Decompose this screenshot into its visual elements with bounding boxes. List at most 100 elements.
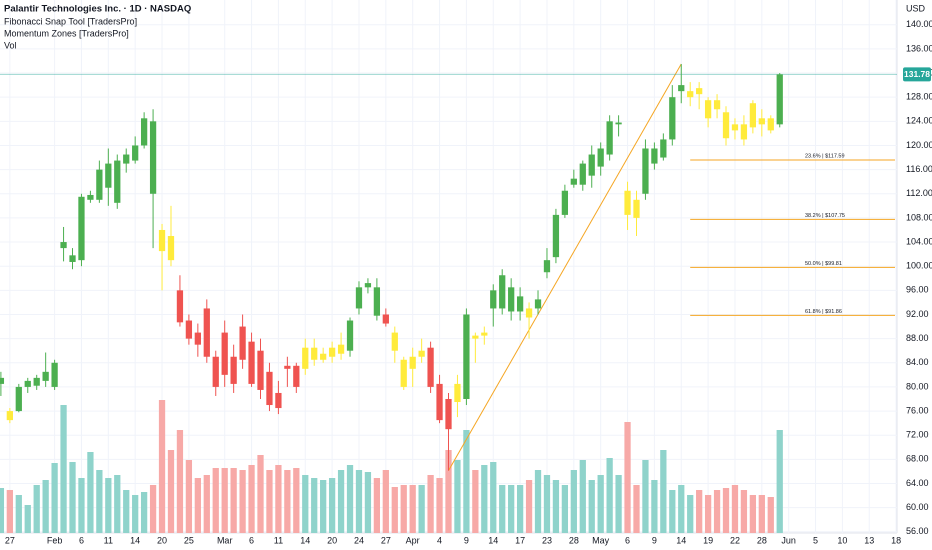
volume-bar (409, 485, 416, 533)
volume-bar (239, 470, 246, 533)
volume-bar (678, 485, 685, 533)
candle-body (221, 332, 228, 375)
candle-body (6, 411, 13, 421)
candle-body (284, 365, 291, 369)
candle-body (248, 341, 255, 384)
candle-body (203, 308, 210, 357)
candle-body (400, 359, 407, 387)
volume-bar (257, 455, 264, 533)
candle-body (167, 236, 175, 261)
volume-bar (767, 497, 774, 533)
volume-bar (534, 470, 542, 533)
x-tick-label: May (592, 535, 610, 545)
x-tick-label: 18 (891, 535, 901, 545)
candle-body (499, 275, 506, 309)
candle-body (436, 383, 443, 421)
candle-body (624, 190, 631, 215)
volume-bar (490, 462, 497, 533)
fib-level-label: 38.2% | $107.75 (805, 213, 845, 219)
volume-bar (221, 468, 228, 533)
volume-bar (373, 478, 381, 533)
candle-body (194, 332, 201, 345)
candle-body (257, 350, 264, 390)
volume-bar (60, 405, 67, 533)
x-tick-label: 22 (730, 535, 740, 545)
candle-body (320, 353, 327, 360)
x-tick-label: 19 (703, 535, 713, 545)
volume-bar (731, 485, 739, 533)
y-tick-label: 56.00 (906, 526, 929, 536)
candle-body (427, 347, 434, 387)
volume-bar (123, 490, 130, 533)
grid-layer (0, 0, 897, 533)
x-tick-label: 14 (300, 535, 310, 545)
candle-body (516, 296, 524, 312)
volume-bar (660, 450, 667, 533)
indicator-label: Momentum Zones [TradersPro] (4, 28, 129, 38)
y-tick-label: 76.00 (906, 405, 929, 415)
candle-body (552, 214, 560, 258)
candle-body (525, 308, 533, 318)
y-tick-label: 108.00 (906, 212, 932, 222)
volume-bar (740, 490, 748, 533)
fib-level-label: 61.8% | $91.86 (805, 309, 842, 315)
candle-body (579, 163, 586, 185)
volume-bar (194, 478, 201, 533)
candle-body (140, 118, 148, 146)
volume-bar (391, 487, 398, 533)
volume-bar (275, 465, 282, 533)
volume-bar (481, 465, 488, 533)
volume-bar (543, 475, 551, 533)
y-tick-label: 60.00 (906, 502, 929, 512)
volume-bar (633, 485, 640, 533)
volume-bar (454, 460, 461, 533)
candle-body (266, 371, 273, 406)
volume-bar (6, 490, 13, 533)
x-tick-label: Mar (217, 535, 233, 545)
volume-bar (149, 485, 157, 533)
candle-body (418, 350, 425, 357)
y-tick-label: 80.00 (906, 381, 929, 391)
indicator-label: Vol (4, 40, 17, 50)
volume-bar (33, 485, 40, 533)
x-tick-label: Apr (406, 535, 420, 545)
candle-body (454, 383, 461, 403)
x-tick-label: 23 (542, 535, 552, 545)
volume-bar (445, 450, 452, 533)
y-tick-label: 112.00 (906, 188, 932, 198)
candle-body (740, 124, 748, 140)
candle-body (78, 196, 85, 261)
volume-bar (320, 480, 327, 533)
candle-body (51, 362, 58, 387)
volume-bar (284, 470, 291, 533)
x-tick-label: 14 (676, 535, 686, 545)
candle-body (0, 377, 5, 384)
candle-body (561, 190, 569, 215)
volume-bar (436, 478, 443, 533)
candle-body (15, 386, 22, 412)
y-tick-label: 84.00 (906, 357, 929, 367)
candle-body (87, 194, 94, 200)
y-tick-label: 72.00 (906, 430, 929, 440)
volume-bar (337, 470, 345, 533)
x-tick-label: Jun (781, 535, 796, 545)
candle-body (373, 287, 381, 316)
fibonacci-layer: 23.6% | $117.59 38.2% | $107.75 50.0% | $9… (0, 63, 897, 471)
volume-bar (749, 495, 757, 533)
volume-bar (687, 495, 694, 533)
volume-bar (311, 478, 318, 533)
x-tick-label: 14 (488, 535, 498, 545)
volume-bar (570, 470, 577, 533)
volume-bar (704, 495, 712, 533)
candle-body (114, 160, 121, 203)
last-price-box (903, 67, 931, 82)
x-tick-label: 25 (184, 535, 194, 545)
x-tick-label: 6 (249, 535, 254, 545)
x-tick-label: 9 (652, 535, 657, 545)
y-tick-label: 128.00 (906, 92, 932, 102)
candle-body (758, 118, 765, 125)
candle-body (687, 91, 694, 98)
volume-bar (722, 488, 730, 533)
candle-body (767, 118, 774, 131)
candle-body (69, 255, 76, 262)
